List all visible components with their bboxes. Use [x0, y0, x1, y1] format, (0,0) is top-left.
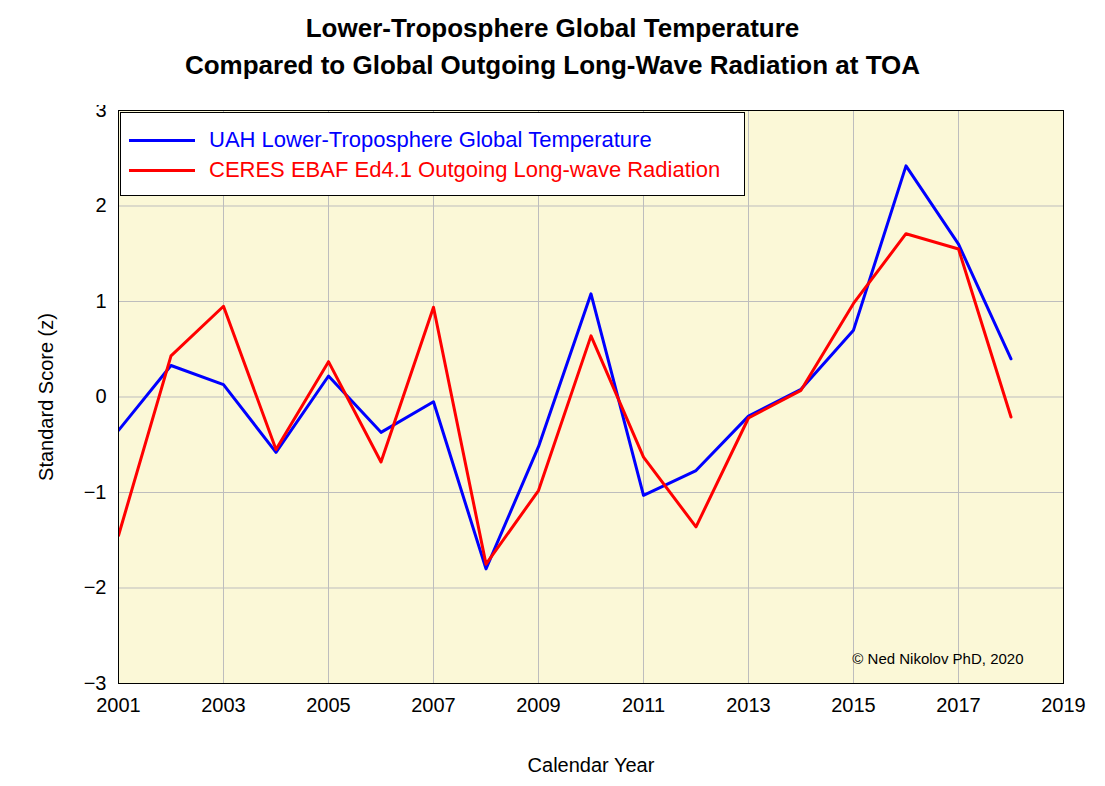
svg-text:−3: −3 [84, 672, 107, 694]
svg-text:2009: 2009 [516, 694, 561, 716]
svg-text:3: 3 [95, 105, 106, 121]
svg-text:Standard Score (z): Standard Score (z) [35, 313, 57, 481]
svg-text:2001: 2001 [96, 694, 141, 716]
svg-text:© Ned Nikolov PhD, 2020: © Ned Nikolov PhD, 2020 [852, 650, 1023, 667]
svg-text:−1: −1 [84, 481, 107, 503]
svg-text:2005: 2005 [306, 694, 351, 716]
svg-text:2007: 2007 [411, 694, 456, 716]
svg-text:2: 2 [95, 194, 106, 216]
html-text:Lower-Troposphere Global Tempe: Lower-Troposphere Global Temperature [305, 13, 800, 43]
svg-text:0: 0 [95, 385, 106, 407]
svg-text:1: 1 [95, 290, 106, 312]
html-text:CERES EBAF Ed4.1 Outgoing Long: CERES EBAF Ed4.1 Outgoing Long-wave Radi… [209, 157, 721, 182]
svg-text:2011: 2011 [622, 694, 665, 716]
svg-text:2017: 2017 [936, 694, 981, 716]
svg-text:−2: −2 [84, 576, 107, 598]
svg-text:2015: 2015 [831, 694, 876, 716]
svg-text:2003: 2003 [201, 694, 246, 716]
html-text:UAH Lower-Troposphere Global T: UAH Lower-Troposphere Global Temperature [209, 127, 652, 152]
svg-text:Calendar Year: Calendar Year [528, 754, 655, 776]
svg-text:2013: 2013 [726, 694, 771, 716]
html-text:Compared to Global Outgoing Lo: Compared to Global Outgoing Long-Wave Ra… [184, 50, 921, 80]
svg-text:2019: 2019 [1041, 694, 1086, 716]
